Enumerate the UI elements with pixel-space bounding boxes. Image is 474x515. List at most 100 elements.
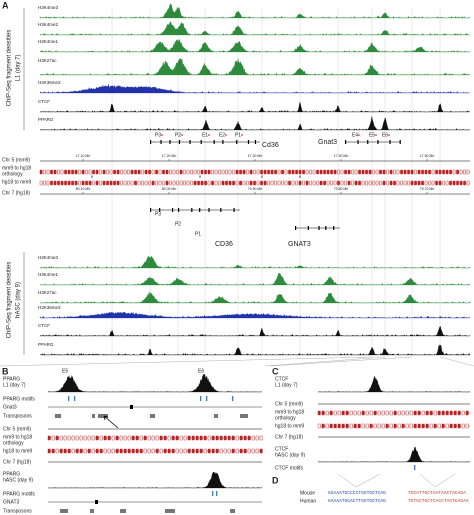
signal-track bbox=[39, 255, 471, 269]
ortholog-block bbox=[95, 435, 99, 441]
side-label: ChIP-Seq fragment densities bbox=[7, 262, 13, 339]
exon bbox=[150, 140, 152, 144]
ortholog-block bbox=[147, 435, 151, 441]
ortholog-block bbox=[379, 169, 382, 175]
ortholog-block bbox=[218, 180, 221, 186]
ortholog-block bbox=[267, 169, 270, 175]
axis-label: orthology bbox=[275, 415, 296, 421]
ortholog-block bbox=[165, 180, 169, 186]
ortholog-block bbox=[109, 169, 113, 175]
ortholog-block bbox=[109, 180, 113, 186]
ortholog-block bbox=[445, 410, 449, 416]
track-label: H3K36me3 bbox=[38, 80, 61, 85]
ortholog-block bbox=[351, 169, 354, 175]
ortholog-block bbox=[421, 169, 424, 175]
exon bbox=[178, 140, 181, 144]
ortholog-block bbox=[227, 435, 231, 441]
motif bbox=[68, 396, 70, 401]
ortholog-block bbox=[169, 169, 172, 175]
ortholog-block bbox=[235, 448, 239, 454]
ortholog-block bbox=[183, 169, 186, 175]
ortholog-block bbox=[369, 423, 373, 429]
ortholog-block bbox=[127, 448, 131, 454]
ortholog-block bbox=[99, 169, 102, 175]
axis-label: orthology bbox=[2, 171, 23, 177]
track-label: CTCF bbox=[275, 376, 288, 382]
ortholog-block bbox=[433, 423, 437, 429]
ortholog-block bbox=[207, 448, 211, 454]
ortholog-block bbox=[127, 435, 131, 441]
x-mark: × bbox=[199, 174, 202, 180]
signal-track bbox=[39, 325, 471, 337]
ortholog-block bbox=[465, 410, 469, 416]
ortholog-block bbox=[88, 180, 92, 186]
motif bbox=[74, 396, 76, 401]
ortholog-block bbox=[341, 423, 345, 429]
signal-track bbox=[39, 344, 471, 356]
track-label: H3K27ac bbox=[38, 58, 57, 63]
ortholog-block bbox=[438, 169, 442, 175]
ortholog-block bbox=[312, 180, 316, 186]
ortholog-block bbox=[274, 180, 277, 186]
ortholog-block bbox=[63, 448, 67, 454]
ortholog-block bbox=[91, 435, 95, 441]
transposon bbox=[214, 414, 218, 418]
ortholog-block bbox=[102, 180, 106, 186]
ortholog-block bbox=[83, 448, 87, 454]
ortholog-block bbox=[135, 435, 139, 441]
ortholog-block bbox=[43, 169, 46, 175]
ortholog-block bbox=[75, 448, 79, 454]
ortholog-block bbox=[357, 423, 361, 429]
exon bbox=[171, 208, 174, 212]
ortholog-block bbox=[111, 448, 115, 454]
ortholog-block bbox=[243, 448, 247, 454]
ortholog-block bbox=[386, 169, 389, 175]
ortholog-block bbox=[85, 180, 88, 186]
ortholog-block bbox=[162, 169, 165, 175]
track-label: L1 (day 7) bbox=[275, 382, 298, 388]
ortholog-block bbox=[239, 448, 243, 454]
signal-track bbox=[39, 3, 471, 19]
ortholog-block bbox=[431, 169, 435, 175]
ortholog-block bbox=[207, 169, 211, 175]
ortholog-block bbox=[143, 435, 147, 441]
peak-label: E5 bbox=[62, 368, 68, 374]
ortholog-block bbox=[106, 169, 109, 175]
ortholog-block bbox=[134, 180, 137, 186]
exon bbox=[357, 140, 359, 144]
panel-letter: B bbox=[2, 366, 9, 376]
coord-label: 17.30 Mb bbox=[248, 154, 263, 158]
ortholog-block bbox=[107, 448, 111, 454]
transposon bbox=[98, 414, 108, 418]
ortholog-block bbox=[99, 435, 103, 441]
ortholog-block bbox=[103, 448, 107, 454]
line bbox=[355, 473, 381, 488]
ortholog-block bbox=[171, 448, 175, 454]
ortholog-block bbox=[295, 180, 298, 186]
ortholog-block bbox=[270, 169, 274, 175]
ortholog-block bbox=[172, 169, 176, 175]
ortholog-block bbox=[259, 448, 263, 454]
ortholog-block bbox=[281, 169, 284, 175]
element-label: P2 bbox=[175, 221, 181, 227]
track-label: GNAT3 bbox=[3, 499, 20, 505]
ortholog-block bbox=[67, 448, 71, 454]
element-label: P1 bbox=[235, 132, 241, 138]
ortholog-block bbox=[305, 169, 309, 175]
element-dot bbox=[388, 134, 390, 136]
exon bbox=[200, 140, 202, 144]
ortholog-block bbox=[179, 180, 183, 186]
ortholog-block bbox=[302, 180, 305, 186]
ortholog-block bbox=[232, 180, 235, 186]
ortholog-block bbox=[358, 169, 361, 175]
ortholog-block bbox=[382, 169, 386, 175]
track-label: CTCF bbox=[275, 446, 288, 452]
ortholog-block bbox=[270, 180, 274, 186]
ortholog-block bbox=[116, 169, 120, 175]
signal-track bbox=[317, 375, 471, 393]
ortholog-block bbox=[231, 435, 235, 441]
ortholog-block bbox=[459, 169, 463, 175]
coord-label: 17.40 Mb bbox=[334, 154, 349, 158]
ortholog-block bbox=[428, 180, 431, 186]
ortholog-block bbox=[91, 448, 95, 454]
